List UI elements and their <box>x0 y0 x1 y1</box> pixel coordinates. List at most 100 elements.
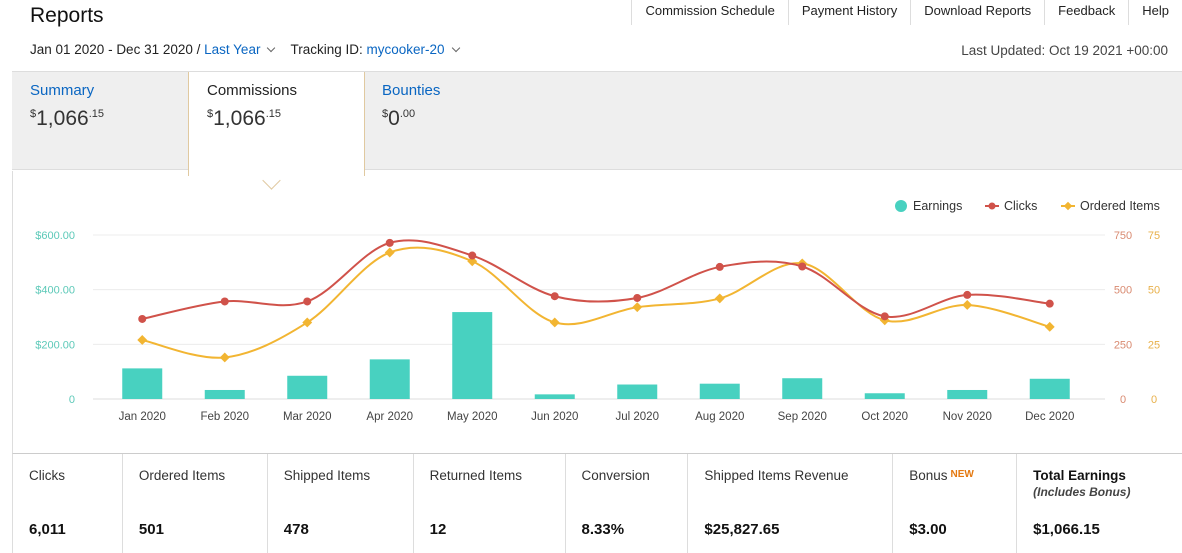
tab-bounties[interactable]: Bounties $0.00 <box>382 72 440 171</box>
ordered-items-point <box>1044 321 1055 332</box>
clicks-line <box>142 239 1050 320</box>
x-tick-label: Aug 2020 <box>695 411 744 423</box>
ordered-items-point <box>137 335 148 345</box>
chart-svg: $600.00 750 75$400.00 500 50$200.00 250 250 0 0J… <box>35 199 1160 423</box>
y-right1-tick: 250 <box>1114 339 1132 351</box>
stat-conversion: Conversion 8.33% <box>566 454 689 553</box>
tab-commissions-amount: $1,066.15 <box>207 107 281 130</box>
x-tick-label: Nov 2020 <box>943 411 992 423</box>
earnings-bar <box>204 389 245 399</box>
stat-shipped-revenue: Shipped Items Revenue $25,827.65 <box>688 454 894 553</box>
payment-history-button[interactable]: Payment History <box>787 0 911 25</box>
ordered-items-point <box>384 247 395 258</box>
earnings-bar <box>122 368 163 399</box>
ordered-items-point <box>302 317 313 328</box>
stat-returned-items: Returned Items 12 <box>414 454 566 553</box>
tab-summary-label: Summary <box>30 82 95 99</box>
x-tick-label: Feb 2020 <box>200 411 249 423</box>
earnings-bar <box>369 359 410 399</box>
x-tick-label: Apr 2020 <box>366 411 413 423</box>
clicks-point <box>550 292 559 301</box>
stats-bar: Clicks 6,011 Ordered Items 501 Shipped I… <box>12 453 1182 553</box>
commission-schedule-button[interactable]: Commission Schedule <box>631 0 788 25</box>
tab-summary-amount: $1,066.15 <box>30 107 104 130</box>
stat-clicks: Clicks 6,011 <box>13 454 123 553</box>
clicks-point <box>963 290 972 299</box>
page-title: Reports <box>30 4 104 27</box>
tab-commissions-label: Commissions <box>207 82 298 99</box>
y-left-tick: 0 <box>69 394 75 406</box>
x-tick-label: Sep 2020 <box>778 411 827 423</box>
clicks-point <box>633 293 642 302</box>
legend-ordered-marker <box>1063 201 1073 211</box>
download-reports-button[interactable]: Download Reports <box>910 0 1045 25</box>
filter-row: Jan 01 2020 - Dec 31 2020 / Last Year Tr… <box>30 42 465 57</box>
tab-summary[interactable]: Summary $1,066.15 <box>30 72 104 171</box>
ordered-items-point <box>714 293 725 304</box>
legend-label: Clicks <box>1004 199 1037 213</box>
earnings-bar <box>782 378 823 399</box>
legend-clicks-marker <box>988 202 996 210</box>
clicks-point <box>468 251 477 260</box>
legend-label: Earnings <box>913 199 962 213</box>
stat-shipped-items: Shipped Items 478 <box>268 454 414 553</box>
x-tick-label: Jan 2020 <box>119 411 166 423</box>
x-tick-label: Oct 2020 <box>861 411 908 423</box>
earnings-chart: $600.00 750 75 $400.00 500 50 $200.00 250 25 0 0 0 J… <box>12 171 1182 453</box>
period-dropdown[interactable]: Last Year <box>204 42 261 57</box>
clicks-point <box>303 297 312 306</box>
stat-ordered-items: Ordered Items 501 <box>123 454 268 553</box>
earnings-bar <box>287 375 328 399</box>
x-tick-label: Mar 2020 <box>283 411 332 423</box>
y-right2-tick: 50 <box>1148 285 1160 297</box>
report-tabs: Summary $1,066.15 Commissions $1,066.15 … <box>12 71 1182 176</box>
earnings-bar <box>452 312 493 399</box>
y-right2-tick: 0 <box>1151 394 1157 406</box>
y-left-tick: $200.00 <box>35 339 75 351</box>
ordered-items-line <box>142 246 1051 359</box>
legend-earnings-marker <box>895 200 907 212</box>
y-right2-tick: 25 <box>1148 339 1160 351</box>
new-badge: NEW <box>950 469 974 480</box>
y-right2-tick: 75 <box>1148 230 1160 242</box>
x-tick-label: Jun 2020 <box>531 411 578 423</box>
y-left-tick: $600.00 <box>35 230 75 242</box>
clicks-point <box>1045 299 1054 308</box>
clicks-point <box>220 297 229 306</box>
earnings-bar <box>864 393 905 399</box>
ordered-items-point <box>549 317 560 328</box>
y-right1-tick: 750 <box>1114 230 1132 242</box>
date-range: Jan 01 2020 - Dec 31 2020 / <box>30 42 201 57</box>
earnings-bar <box>534 394 575 399</box>
stat-total-earnings: Total Earnings (Includes Bonus) $1,066.1… <box>1033 468 1131 538</box>
earnings-bar <box>617 384 658 399</box>
x-tick-label: Jul 2020 <box>616 411 659 423</box>
clicks-point <box>385 238 394 247</box>
top-nav: Commission Schedule Payment History Down… <box>631 0 1182 25</box>
tab-commissions[interactable]: Commissions $1,066.15 <box>188 72 365 176</box>
feedback-button[interactable]: Feedback <box>1044 0 1129 25</box>
stat-bonus: Bonus NEW $3.00 <box>893 454 1018 553</box>
ordered-items-point <box>219 352 230 363</box>
tab-bounties-label: Bounties <box>382 82 441 99</box>
clicks-point <box>880 312 889 321</box>
help-button[interactable]: Help <box>1128 0 1182 25</box>
tab-bounties-amount: $0.00 <box>382 107 416 130</box>
ordered-items-point <box>962 300 973 310</box>
y-right1-tick: 0 <box>1120 394 1126 406</box>
clicks-point <box>138 314 147 323</box>
y-left-tick: $400.00 <box>35 285 75 297</box>
tracking-id-dropdown[interactable]: mycooker-20 <box>366 42 445 57</box>
clicks-point <box>798 262 807 271</box>
earnings-bar <box>947 389 988 399</box>
tracking-label: Tracking ID: <box>290 42 363 57</box>
legend-label: Ordered Items <box>1080 199 1160 213</box>
last-updated: Last Updated: Oct 19 2021 +00:00 <box>961 43 1168 58</box>
ordered-items-point <box>632 302 643 313</box>
clicks-point <box>715 262 724 271</box>
x-tick-label: May 2020 <box>447 411 498 423</box>
earnings-bar <box>699 383 740 399</box>
x-tick-label: Dec 2020 <box>1025 411 1074 423</box>
chevron-down-icon[interactable] <box>267 43 276 53</box>
chevron-down-icon[interactable] <box>451 43 460 53</box>
